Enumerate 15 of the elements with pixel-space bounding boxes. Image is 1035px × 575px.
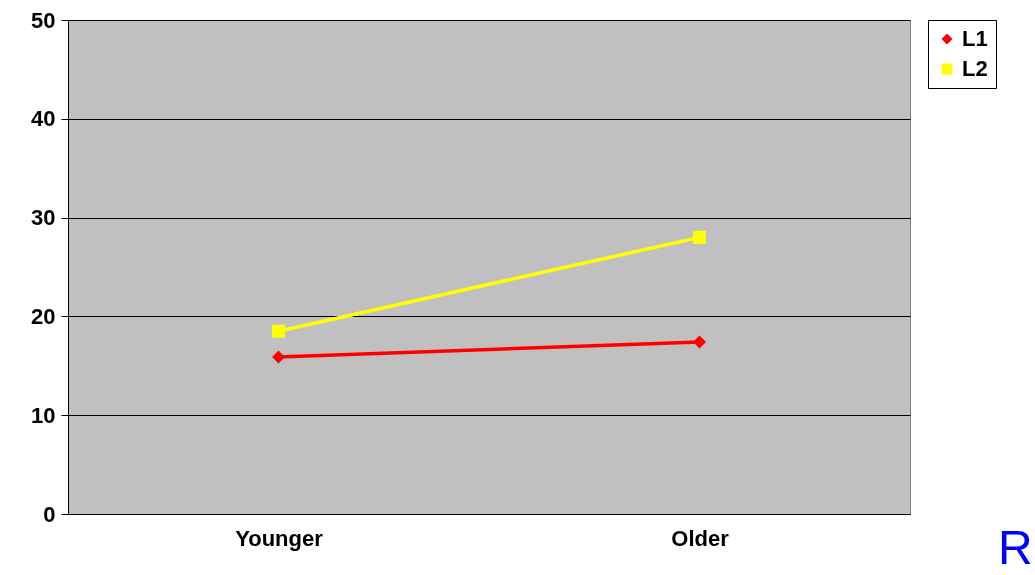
point (271, 324, 286, 338)
legend-label: L2 (962, 56, 988, 81)
y-tick-label: 40 (31, 106, 56, 132)
point (692, 230, 707, 244)
legend-label: L1 (962, 26, 988, 51)
text: R (998, 521, 1033, 574)
y-tick-label: 30 (31, 205, 56, 231)
y-tick-label: 50 (31, 7, 56, 33)
point (692, 335, 707, 349)
point (271, 350, 286, 364)
x-tick-label: Older (671, 525, 730, 551)
x-tick-label: Younger (235, 525, 324, 551)
y-tick-label: 10 (31, 402, 56, 428)
y-tick-label: 0 (43, 501, 56, 527)
y-tick-label: 20 (31, 303, 56, 329)
